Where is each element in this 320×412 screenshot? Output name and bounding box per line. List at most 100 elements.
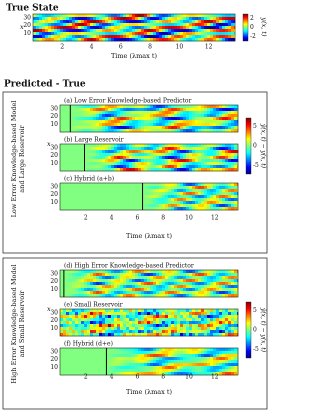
heat-cell xyxy=(228,14,231,17)
heat-cell xyxy=(111,279,114,282)
heat-cell xyxy=(183,120,186,123)
heat-cell xyxy=(153,105,156,108)
heat-cell xyxy=(63,153,66,156)
heat-cell xyxy=(225,165,228,168)
heat-cell xyxy=(228,20,231,23)
heat-cell xyxy=(78,192,81,195)
heat-cell xyxy=(147,192,150,195)
heat-cell xyxy=(216,270,219,273)
heat-cell xyxy=(204,276,207,279)
heat-cell xyxy=(66,123,69,126)
heat-cell xyxy=(198,186,201,189)
heat-cell xyxy=(135,159,138,162)
heat-cell xyxy=(150,360,153,363)
heat-cell xyxy=(39,29,42,32)
heat-cell xyxy=(183,276,186,279)
heat-cell xyxy=(165,360,168,363)
heat-cell xyxy=(222,369,225,372)
heat-cell xyxy=(162,120,165,123)
heat-cell xyxy=(96,32,99,35)
heat-cell xyxy=(69,29,72,32)
heat-cell xyxy=(99,29,102,32)
heat-cell xyxy=(84,330,87,333)
heat-cell xyxy=(228,318,231,321)
heat-cell xyxy=(129,282,132,285)
colorbar-tick-label: -5 xyxy=(253,346,259,353)
heat-cell xyxy=(126,315,129,318)
heat-cell xyxy=(108,285,111,288)
heat-cell xyxy=(171,348,174,351)
heat-cell xyxy=(132,318,135,321)
heat-cell xyxy=(234,288,237,291)
heat-cell xyxy=(192,327,195,330)
heat-cell xyxy=(78,114,81,117)
heat-cell xyxy=(219,20,222,23)
heat-cell xyxy=(210,162,213,165)
heat-cell xyxy=(204,144,207,147)
heat-cell xyxy=(126,369,129,372)
heat-cell xyxy=(162,126,165,129)
heat-cell xyxy=(198,192,201,195)
heat-cell xyxy=(69,23,72,26)
heat-cell xyxy=(99,282,102,285)
heat-cell xyxy=(195,318,198,321)
heat-cell xyxy=(78,204,81,207)
heat-cell xyxy=(177,315,180,318)
x-tick-label: 10 xyxy=(185,374,193,381)
heat-cell xyxy=(150,327,153,330)
heat-cell xyxy=(219,183,222,186)
heat-cell xyxy=(108,288,111,291)
heat-cell xyxy=(147,147,150,150)
heat-cell xyxy=(117,315,120,318)
heat-cell xyxy=(147,348,150,351)
heat-cell xyxy=(147,120,150,123)
heat-cell xyxy=(192,123,195,126)
heat-cell xyxy=(153,29,156,32)
heat-cell xyxy=(117,285,120,288)
heat-cell xyxy=(105,117,108,120)
heat-cell xyxy=(147,315,150,318)
heat-cell xyxy=(207,198,210,201)
heat-cell xyxy=(39,26,42,29)
heat-cell xyxy=(144,117,147,120)
heat-cell xyxy=(168,126,171,129)
heat-cell xyxy=(204,273,207,276)
heat-cell xyxy=(129,366,132,369)
heat-cell xyxy=(174,17,177,20)
heat-cell xyxy=(75,330,78,333)
heat-cell xyxy=(123,201,126,204)
heat-cell xyxy=(216,150,219,153)
heat-cell xyxy=(189,273,192,276)
heat-cell xyxy=(228,327,231,330)
heat-cell xyxy=(108,279,111,282)
heat-cell xyxy=(60,369,63,372)
heat-cell xyxy=(132,279,135,282)
heat-cell xyxy=(81,198,84,201)
heat-cell xyxy=(96,123,99,126)
heat-cell xyxy=(195,20,198,23)
heat-cell xyxy=(99,288,102,291)
heat-cell xyxy=(81,360,84,363)
heat-cell xyxy=(222,14,225,17)
heat-cell xyxy=(87,144,90,147)
heat-cell xyxy=(189,20,192,23)
heat-cell xyxy=(225,150,228,153)
heat-cell xyxy=(114,282,117,285)
heat-cell xyxy=(42,32,45,35)
heat-cell xyxy=(159,351,162,354)
heat-cell xyxy=(216,315,219,318)
heat-cell xyxy=(186,324,189,327)
heat-cell xyxy=(198,351,201,354)
heat-cell xyxy=(117,366,120,369)
heat-cell xyxy=(177,17,180,20)
heat-cell xyxy=(201,324,204,327)
heat-cell xyxy=(150,165,153,168)
heat-cell xyxy=(129,276,132,279)
heat-cell xyxy=(213,35,216,38)
heat-cell xyxy=(231,153,234,156)
heat-cell xyxy=(162,318,165,321)
heat-cell xyxy=(129,117,132,120)
heat-cell xyxy=(141,29,144,32)
heat-cell xyxy=(222,363,225,366)
heat-cell xyxy=(111,273,114,276)
